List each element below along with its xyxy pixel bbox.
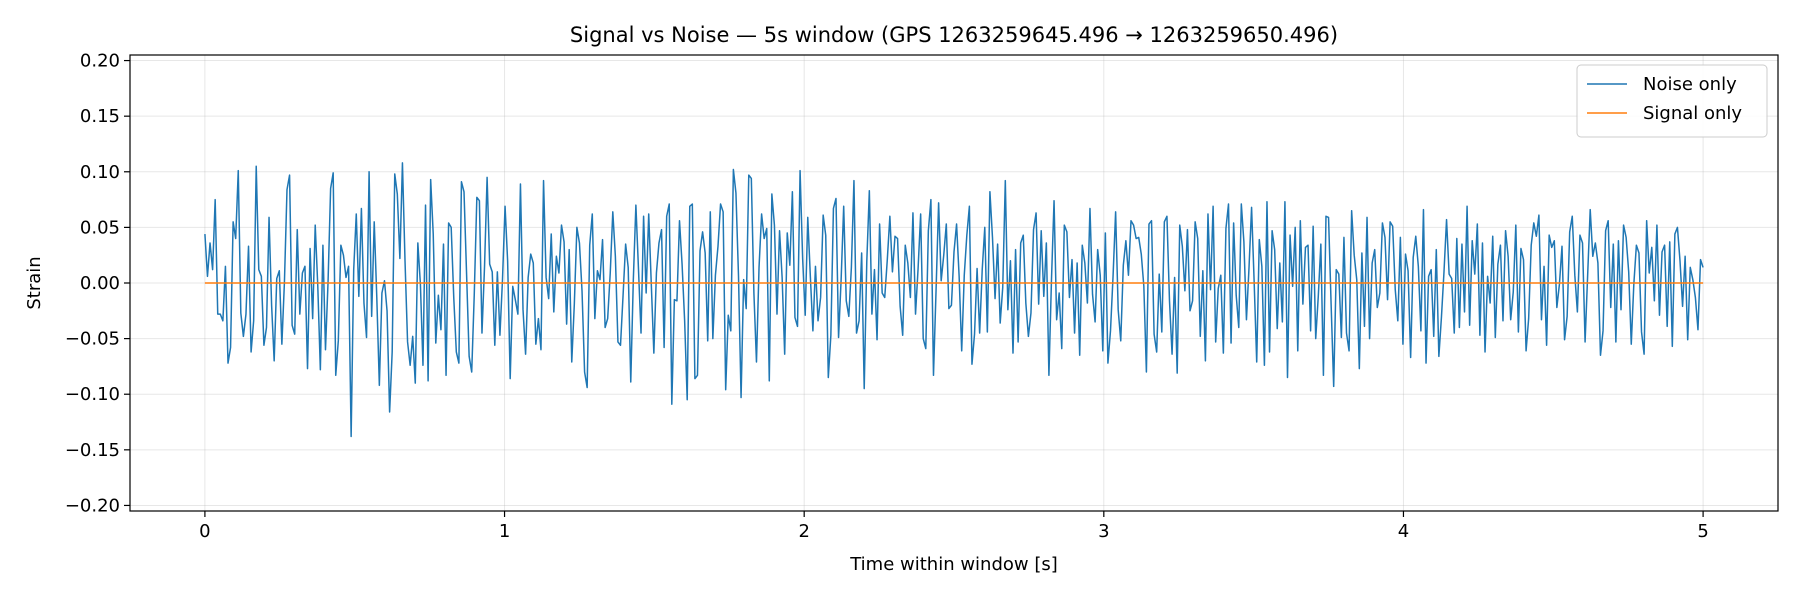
y-tick-label: −0.20 <box>65 495 120 516</box>
noise-series-line <box>204 162 1704 438</box>
y-tick-label: 0.20 <box>80 51 120 72</box>
x-tick-label: 0 <box>199 521 210 542</box>
plot-area <box>204 162 1704 438</box>
x-tick-label: 4 <box>1398 521 1409 542</box>
y-tick-label: −0.15 <box>65 440 120 461</box>
y-tick-label: 0.15 <box>80 106 120 127</box>
chart-title: Signal vs Noise — 5s window (GPS 1263259… <box>570 23 1338 47</box>
legend-box <box>1576 64 1768 138</box>
x-tick-label: 3 <box>1098 521 1109 542</box>
legend-label-signal: Signal only <box>1643 103 1742 124</box>
x-tick-label: 5 <box>1697 521 1708 542</box>
legend: Noise only Signal only <box>1576 64 1768 138</box>
x-tick-label: 2 <box>798 521 809 542</box>
y-tick-label: −0.05 <box>65 329 120 350</box>
y-tick-label: −0.10 <box>65 384 120 405</box>
y-axis-label: Strain <box>24 256 45 309</box>
y-tick-label: 0.10 <box>80 162 120 183</box>
y-tick-label: 0.00 <box>80 273 120 294</box>
y-tick-label: 0.05 <box>80 217 120 238</box>
legend-label-noise: Noise only <box>1643 74 1737 95</box>
x-tick-label: 1 <box>499 521 510 542</box>
x-axis: 0 1 2 3 4 5 <box>199 511 1709 542</box>
x-axis-label: Time within window [s] <box>849 554 1058 575</box>
y-axis: −0.20 −0.15 −0.10 −0.05 0.00 0.05 0.10 0.15 0.20 <box>65 51 130 516</box>
